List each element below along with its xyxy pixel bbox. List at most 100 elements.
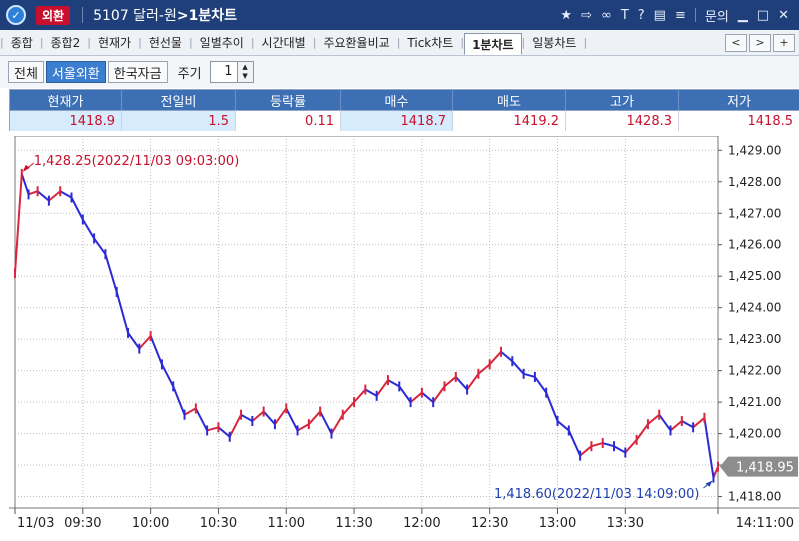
price-segment bbox=[624, 439, 638, 454]
high-annotation-label: 1,428.25(2022/11/03 09:03:00) bbox=[34, 154, 239, 169]
market-all-button[interactable]: 전체 bbox=[8, 61, 44, 83]
tab-tick-chart[interactable]: Tick차트 bbox=[407, 36, 454, 50]
quote-header-change-rate: 등락률 bbox=[236, 90, 341, 110]
quote-header-high: 고가 bbox=[566, 90, 679, 110]
y-tick-label: 1,423.00 bbox=[728, 332, 781, 346]
price-segment bbox=[613, 445, 626, 454]
tab-navigation: < > + bbox=[725, 33, 799, 52]
tab-separator: | bbox=[39, 36, 44, 49]
x-tick-label: 11/03 bbox=[17, 516, 54, 531]
y-tick-label: 1,422.00 bbox=[728, 364, 781, 378]
price-segment bbox=[556, 420, 570, 432]
current-price-tag bbox=[720, 456, 798, 477]
price-segment bbox=[149, 335, 163, 365]
tab-add-button[interactable]: + bbox=[773, 33, 795, 52]
price-segment bbox=[330, 414, 344, 435]
period-input[interactable]: 1 bbox=[209, 61, 238, 83]
spin-down-icon[interactable]: ▼ bbox=[242, 72, 248, 80]
tab-next-button[interactable]: > bbox=[749, 33, 771, 52]
price-segment bbox=[523, 372, 536, 378]
price-segment bbox=[194, 407, 209, 431]
period-spin-buttons[interactable]: ▲ ▼ bbox=[237, 61, 254, 83]
quote-value-bid: 1418.7 bbox=[341, 110, 453, 131]
tab-summary[interactable]: 종합 bbox=[10, 36, 33, 50]
y-tick-label: 1,428.00 bbox=[728, 175, 781, 189]
tab-bar: | 종합 | 종합2 | 현재가 | 현선물 | 일별추이 | 시간대별 | 주… bbox=[0, 30, 799, 56]
tab-spot-futures[interactable]: 현선물 bbox=[148, 36, 182, 50]
minimize-icon[interactable]: ▁ bbox=[737, 7, 748, 23]
tab-daily-trend[interactable]: 일별추이 bbox=[199, 36, 244, 50]
market-badge: 외환 bbox=[36, 5, 71, 25]
quote-header-low: 저가 bbox=[679, 90, 799, 110]
tab-separator: | bbox=[521, 36, 526, 49]
tab-daily-chart[interactable]: 일봉차트 bbox=[532, 36, 577, 50]
price-segment bbox=[217, 426, 231, 438]
close-icon[interactable]: ✕ bbox=[778, 7, 789, 23]
y-tick-label: 1,420.00 bbox=[728, 427, 781, 441]
tools-divider bbox=[694, 8, 696, 22]
price-segment bbox=[466, 373, 480, 391]
price-segment bbox=[692, 417, 706, 429]
price-segment bbox=[579, 445, 593, 457]
y-tick-label: 1,425.00 bbox=[728, 269, 781, 283]
menu-list-icon[interactable]: ≡ bbox=[674, 7, 686, 23]
price-segment bbox=[443, 376, 457, 388]
price-segment bbox=[703, 417, 715, 478]
tab-separator: | bbox=[460, 36, 465, 49]
tab-prev-button[interactable]: < bbox=[725, 33, 747, 52]
tab-summary2[interactable]: 종합2 bbox=[50, 36, 81, 50]
price-segment bbox=[591, 442, 603, 448]
y-tick-label: 1,424.00 bbox=[728, 301, 781, 315]
price-segment bbox=[14, 173, 23, 274]
tab-hourly[interactable]: 시간대별 bbox=[261, 36, 306, 50]
x-tick-label: 12:30 bbox=[471, 516, 508, 531]
period-label: 주기 bbox=[177, 66, 202, 82]
export-icon[interactable]: ⇨ bbox=[581, 7, 592, 23]
price-segment bbox=[398, 385, 412, 403]
market-seoul-button[interactable]: 서울외환 bbox=[45, 61, 106, 83]
price-segment bbox=[500, 350, 513, 362]
title-tools: ★ ⇨ ∞ T ? ▤ ≡ 문의 ▁ □ ✕ bbox=[560, 6, 799, 25]
price-segment bbox=[432, 385, 446, 403]
x-tick-label: 12:00 bbox=[403, 516, 440, 531]
spin-up-icon[interactable]: ▲ bbox=[242, 63, 248, 71]
price-segment bbox=[602, 442, 615, 448]
price-segment bbox=[285, 407, 299, 431]
tab-separator: | bbox=[138, 36, 142, 49]
tab-separator: | bbox=[583, 36, 588, 49]
low-annotation-label: 1,418.60(2022/11/03 14:09:00) bbox=[494, 487, 699, 502]
quote-grid: 현재가 전일비 등락률 매수 매도 고가 저가 1418.9 1.5 0.11 … bbox=[9, 89, 799, 131]
minute-chart[interactable]: 1,429.00 1,428.00 1,427.00 1,426.00 1,425.00… bbox=[9, 136, 799, 541]
link-icon[interactable]: ∞ bbox=[600, 7, 612, 23]
chart-svg[interactable]: 1,429.00 1,428.00 1,427.00 1,426.00 1,425.00… bbox=[9, 136, 799, 541]
price-segment bbox=[567, 430, 582, 457]
maximize-icon[interactable]: □ bbox=[756, 7, 770, 23]
price-segment bbox=[48, 190, 61, 202]
y-tick-label: 1,421.00 bbox=[728, 395, 781, 409]
tab-1min-chart[interactable]: 1분차트 bbox=[464, 33, 522, 55]
market-toolbar: 전체 서울외환 한국자금 주기 1 ▲ ▼ bbox=[0, 56, 799, 88]
tab-current-price[interactable]: 현재가 bbox=[97, 36, 132, 50]
print-icon[interactable]: ▤ bbox=[653, 7, 666, 23]
quote-header-ask: 매도 bbox=[453, 90, 566, 110]
tab-separator: | bbox=[250, 36, 255, 49]
price-segment bbox=[70, 197, 84, 221]
market-korea-money-button[interactable]: 한국자금 bbox=[107, 61, 168, 83]
price-segment bbox=[228, 414, 242, 438]
x-tick-label: 14:11:00 bbox=[736, 516, 794, 531]
price-segment bbox=[59, 190, 72, 199]
price-segment bbox=[28, 190, 38, 196]
price-segment bbox=[308, 410, 321, 425]
title-bar: ✓ 외환 5107 달러-원>1분차트 ★ ⇨ ∞ T ? ▤ ≡ 문의 ▁ □… bbox=[0, 0, 799, 30]
quote-value-ask: 1419.2 bbox=[453, 110, 566, 131]
help-icon[interactable]: ? bbox=[637, 7, 645, 23]
quote-header-bid: 매수 bbox=[341, 90, 453, 110]
price-segment bbox=[669, 420, 683, 432]
tab-rate-compare[interactable]: 주요환율비교 bbox=[323, 36, 390, 50]
favorite-star-icon[interactable]: ★ bbox=[560, 7, 573, 23]
font-size-icon[interactable]: T bbox=[620, 7, 629, 23]
period-stepper: 1 ▲ ▼ bbox=[209, 61, 254, 83]
price-segment bbox=[297, 423, 310, 432]
inquiry-button[interactable]: 문의 bbox=[704, 9, 729, 25]
high-annotation-arrowhead bbox=[22, 164, 30, 172]
